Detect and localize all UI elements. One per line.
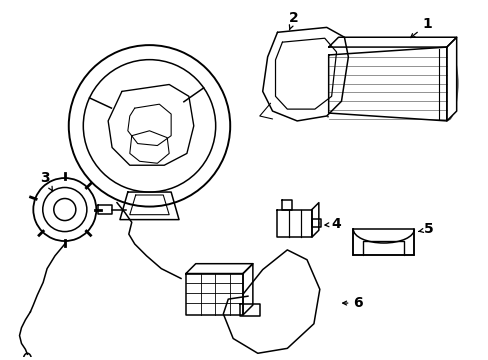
Polygon shape — [185, 264, 252, 274]
Polygon shape — [446, 37, 456, 121]
Polygon shape — [243, 264, 252, 315]
Text: 2: 2 — [289, 10, 299, 30]
Polygon shape — [277, 210, 311, 237]
Polygon shape — [262, 27, 347, 121]
Text: 5: 5 — [418, 222, 433, 236]
Polygon shape — [328, 37, 456, 47]
Polygon shape — [328, 47, 446, 121]
Polygon shape — [185, 274, 243, 315]
Text: 1: 1 — [410, 17, 431, 37]
Polygon shape — [352, 229, 413, 255]
Text: 4: 4 — [325, 217, 341, 231]
Text: 3: 3 — [40, 171, 52, 191]
Polygon shape — [311, 203, 318, 237]
Text: 6: 6 — [342, 296, 362, 310]
